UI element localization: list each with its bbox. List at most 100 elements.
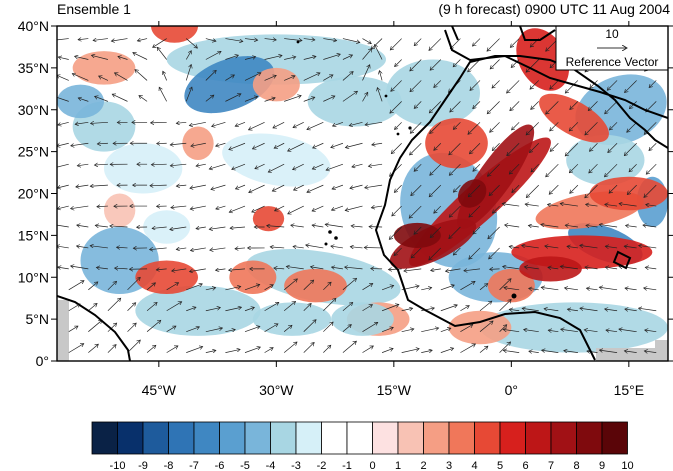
wind-vector — [345, 267, 363, 269]
wind-vector — [609, 184, 618, 193]
wind-vector — [649, 143, 657, 150]
wind-vector — [331, 142, 344, 147]
wind-vector — [503, 350, 520, 353]
wind-vector — [303, 280, 314, 291]
wind-vector — [57, 142, 69, 146]
wind-vector — [564, 288, 578, 290]
lat-tick-label: 15°N — [18, 227, 49, 243]
wind-vector — [310, 267, 324, 269]
wind-vector — [550, 122, 559, 131]
wind-vector — [205, 95, 214, 102]
wind-vector — [531, 163, 539, 172]
colorbar-swatch — [448, 421, 475, 455]
wind-vector — [291, 225, 304, 227]
wind-vector — [342, 72, 353, 81]
wind-vector — [225, 307, 241, 312]
wind-vector — [77, 225, 89, 227]
wind-vector — [362, 283, 373, 291]
wind-vector — [90, 122, 108, 123]
wind-vector — [95, 96, 109, 102]
wind-vector — [492, 205, 500, 213]
wind-vector — [390, 38, 402, 50]
wind-vector — [90, 246, 108, 249]
wind-vector — [607, 80, 618, 90]
positive-anomaly-patch — [393, 222, 441, 248]
positive-anomaly-patch — [104, 193, 136, 227]
wind-vector — [410, 122, 422, 133]
wind-vector — [371, 206, 383, 208]
wind-vector — [421, 308, 434, 312]
wind-vector — [453, 122, 461, 129]
wind-vector — [590, 80, 598, 88]
wind-vector — [388, 269, 402, 270]
wind-vector — [68, 344, 84, 353]
negative-anomaly-patch — [252, 302, 332, 336]
wind-vector — [58, 121, 69, 125]
wind-vector — [156, 269, 167, 270]
wind-vector — [490, 59, 500, 69]
wind-vector — [96, 267, 108, 268]
wind-vector — [445, 268, 461, 271]
negative-anomaly-patch — [386, 59, 480, 127]
wind-vector — [275, 205, 285, 211]
wind-vector — [274, 268, 285, 269]
wind-vector — [414, 101, 422, 108]
wind-vector — [107, 298, 121, 311]
wind-vector — [550, 80, 559, 89]
wind-vector — [229, 269, 246, 270]
wind-vector — [293, 121, 304, 127]
wind-vector — [587, 351, 598, 353]
wind-vector — [270, 247, 285, 248]
wind-vector — [414, 38, 422, 46]
wind-vector — [625, 288, 637, 290]
colorbar-swatch — [372, 421, 399, 455]
wind-vector — [111, 38, 128, 42]
wind-vector — [411, 184, 422, 196]
wind-vector-layer — [57, 38, 657, 353]
wind-vector — [504, 288, 520, 290]
wind-vector — [312, 163, 324, 169]
wind-vector — [362, 48, 372, 60]
wind-vector — [88, 303, 97, 312]
wind-vector — [283, 279, 297, 291]
wind-vector — [565, 80, 579, 93]
wind-vector — [569, 163, 579, 173]
wind-vector — [232, 163, 246, 169]
lat-tick-label: 40°N — [18, 18, 49, 34]
wind-vector — [332, 184, 344, 189]
wind-vector — [91, 55, 109, 60]
wind-vector — [235, 121, 246, 126]
wind-vector — [166, 302, 182, 312]
wind-vector — [511, 59, 520, 68]
wind-vector — [150, 185, 167, 186]
wind-vector — [507, 80, 520, 93]
wind-vector — [646, 163, 657, 174]
wind-vector — [509, 163, 520, 174]
wind-vector — [624, 143, 637, 155]
colorbar-label: -7 — [189, 460, 199, 471]
wind-vector — [186, 347, 202, 353]
wind-vector — [421, 328, 438, 333]
positive-anomaly-patch — [448, 310, 512, 345]
wind-vector — [440, 348, 454, 353]
wind-vector — [286, 266, 304, 270]
wind-vector — [312, 205, 324, 211]
wind-vector — [434, 143, 442, 150]
colorbar-label: 7 — [548, 460, 554, 471]
wind-vector — [288, 205, 304, 214]
colorbar: -10 -9 -8 -7 -6 -5 -4 -3 -2 -1 0 1 2 3 4 5 6 7 8 9 10 — [91, 421, 634, 471]
wind-vector — [453, 184, 461, 192]
wind-vector — [205, 288, 216, 290]
wind-vector — [430, 226, 442, 238]
wind-vector — [170, 164, 187, 166]
wind-vector — [264, 55, 282, 60]
wind-vector — [235, 184, 246, 189]
colorbar-swatch — [601, 421, 628, 455]
negative-anomaly-patch — [566, 134, 645, 186]
wind-vector — [429, 101, 442, 113]
wind-vector — [530, 80, 539, 89]
wind-vector — [510, 38, 520, 48]
wind-vector — [371, 38, 383, 50]
wind-vector — [284, 39, 302, 41]
wind-vector — [429, 247, 442, 260]
